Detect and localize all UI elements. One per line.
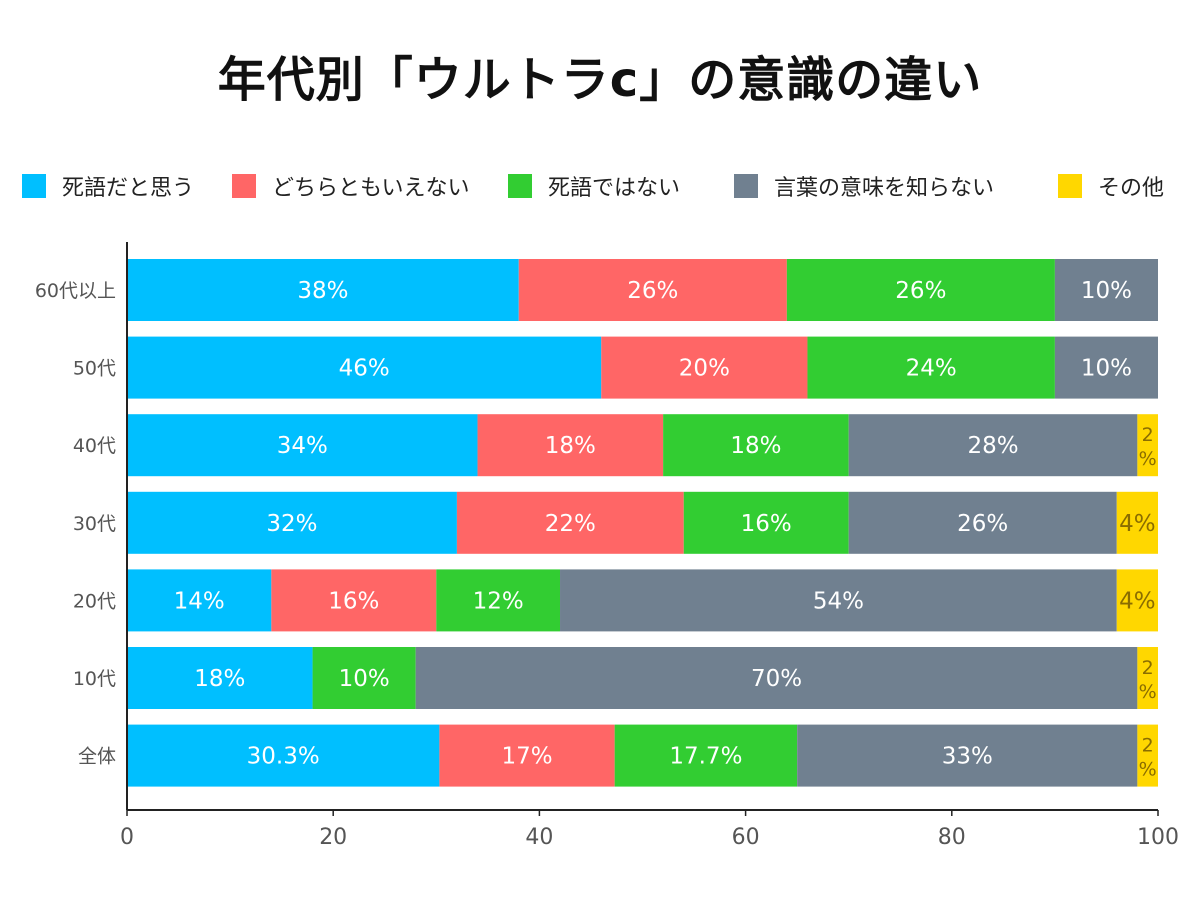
legend-label: その他 [1098, 176, 1165, 201]
bar-segment [518, 259, 787, 321]
data-label: 2 [1142, 735, 1154, 757]
legend-label: 死語ではない [548, 176, 681, 201]
data-label: 18% [194, 666, 245, 692]
bar-segment [797, 724, 1138, 787]
data-label: 2 [1142, 424, 1154, 446]
legend-label: どちらともいえない [272, 176, 470, 201]
bar-segment [127, 647, 313, 709]
data-label: 20% [679, 356, 730, 382]
legend-swatch [1058, 174, 1082, 198]
bar-segment [807, 336, 1055, 399]
bar-segment [1137, 414, 1158, 477]
data-label: 34% [277, 433, 328, 459]
category-label: 20代 [73, 590, 116, 612]
data-label: 24% [906, 356, 957, 382]
category-label: 50代 [73, 358, 116, 380]
data-label: 10% [1081, 356, 1132, 382]
data-label: 10% [1081, 278, 1132, 304]
data-label: 22% [545, 511, 596, 537]
data-label: 54% [813, 588, 864, 614]
bar-segment [848, 491, 1117, 554]
data-label: 17.7% [669, 744, 742, 770]
bar-segment [614, 724, 798, 787]
x-tick-label: 60 [732, 825, 760, 850]
data-label: 16% [741, 511, 792, 537]
bar-segment [848, 414, 1138, 477]
data-label: 18% [730, 433, 781, 459]
data-label: 10% [339, 666, 390, 692]
bar-segment [456, 491, 684, 554]
x-tick-label: 0 [120, 825, 134, 850]
bar-segment [127, 414, 478, 477]
data-label: 14% [174, 588, 225, 614]
legend-swatch [734, 174, 758, 198]
bar-segment [127, 491, 457, 554]
legend: 死語だと思う どちらともいえない 死語ではない 言葉の意味を知らない その他 [0, 168, 1200, 208]
data-label: 26% [957, 511, 1008, 537]
x-tick-label: 100 [1137, 825, 1179, 850]
data-label: 12% [473, 588, 524, 614]
bar-segment [415, 647, 1138, 709]
bar-segment [439, 724, 615, 787]
data-label: 30.3% [247, 744, 320, 770]
data-label: 33% [942, 744, 993, 770]
bar-segment [1054, 259, 1158, 321]
legend-label: 死語だと思う [62, 176, 195, 201]
bar-segment [1137, 724, 1158, 787]
bar-segment [312, 647, 416, 709]
bar-segment [786, 259, 1055, 321]
data-label: 17% [501, 744, 552, 770]
bar-segment [560, 569, 1117, 632]
data-label: 18% [545, 433, 596, 459]
bar-segment [601, 336, 808, 399]
category-label: 10代 [73, 668, 116, 690]
legend-item: 死語だと思う [22, 168, 194, 204]
category-label: 40代 [73, 435, 116, 457]
bar-segment [683, 491, 849, 554]
bar-segment [1054, 336, 1158, 399]
data-label: 16% [328, 588, 379, 614]
data-label-unit: % [1139, 759, 1157, 781]
bar-segment [1116, 491, 1158, 554]
legend-swatch [508, 174, 532, 198]
x-tick-label: 80 [938, 825, 966, 850]
legend-swatch [232, 174, 256, 198]
data-label: 2 [1142, 657, 1154, 679]
category-label: 全体 [78, 746, 116, 768]
data-label: 26% [627, 278, 678, 304]
data-label: 46% [339, 356, 390, 382]
bar-segment [127, 724, 440, 787]
bar-segment [1137, 647, 1158, 709]
legend-label: 言葉の意味を知らない [774, 176, 995, 201]
legend-swatch [22, 174, 46, 198]
data-label: 26% [895, 278, 946, 304]
x-tick-label: 40 [525, 825, 553, 850]
data-label: 4% [1119, 511, 1156, 537]
bar-segment [436, 569, 561, 632]
data-label: 32% [266, 511, 317, 537]
category-label: 30代 [73, 513, 116, 535]
bar-segment [127, 259, 519, 321]
data-label-unit: % [1139, 448, 1157, 470]
bar-segment [127, 336, 602, 399]
legend-item: どちらともいえない [232, 168, 470, 204]
data-label: 38% [297, 278, 348, 304]
data-label: 28% [967, 433, 1018, 459]
bar-segment [477, 414, 664, 477]
x-tick-label: 20 [319, 825, 347, 850]
data-label: 4% [1119, 588, 1156, 614]
bar-segment [271, 569, 437, 632]
bar-segment [1116, 569, 1158, 632]
chart-title: 年代別「ウルトラc」の意識の違い [217, 52, 983, 108]
data-label-unit: % [1139, 681, 1157, 703]
data-label: 70% [751, 666, 802, 692]
bar-segment [127, 569, 272, 632]
legend-item: 死語ではない [508, 168, 680, 204]
bar-segment [663, 414, 849, 477]
category-label: 60代以上 [35, 280, 116, 302]
legend-item: 言葉の意味を知らない [734, 168, 994, 204]
legend-item: その他 [1058, 168, 1164, 204]
